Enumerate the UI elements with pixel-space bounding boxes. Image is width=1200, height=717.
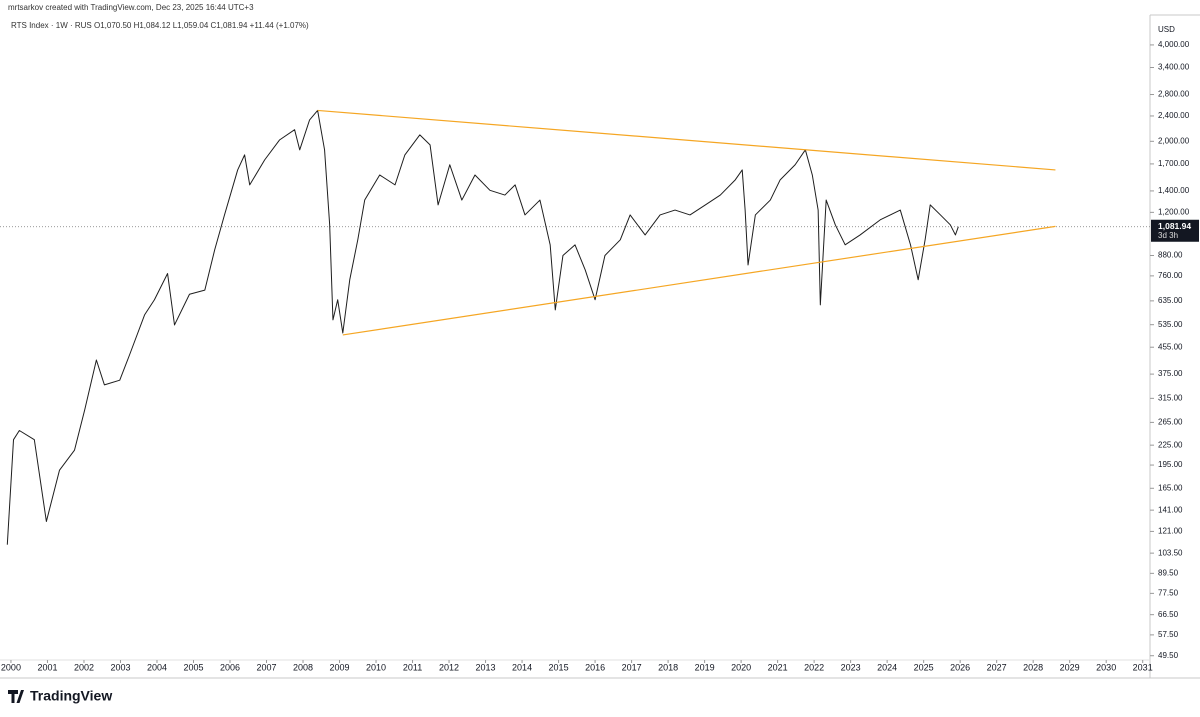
x-tick-label: 2029 [1060, 662, 1080, 672]
x-tick-label: 2018 [658, 662, 678, 672]
bar-countdown: 3d 3h [1158, 231, 1178, 240]
x-tick-label: 2025 [914, 662, 934, 672]
y-tick-label: 141.00 [1158, 505, 1183, 514]
last-price-text: 1,081.94 [1158, 221, 1191, 231]
x-tick-label: 2011 [403, 662, 422, 672]
y-tick-label: 103.50 [1158, 548, 1183, 557]
y-tick-label: 66.50 [1158, 610, 1179, 619]
x-tick-label: 2014 [512, 662, 532, 672]
x-tick-label: 2004 [147, 662, 167, 672]
y-tick-label: 635.00 [1158, 296, 1183, 305]
y-tick-label: 455.00 [1158, 342, 1183, 351]
y-tick-label: 265.00 [1158, 418, 1183, 427]
brand: TradingView [30, 688, 112, 704]
x-tick-label: 2022 [804, 662, 824, 672]
x-tick-label: 2003 [110, 662, 130, 672]
x-tick-label: 2008 [293, 662, 313, 672]
x-tick-label: 2021 [768, 662, 788, 672]
x-tick-label: 2009 [330, 662, 350, 672]
x-tick-label: 2002 [74, 662, 94, 672]
x-tick-label: 2012 [439, 662, 459, 672]
x-tick-label: 2030 [1096, 662, 1116, 672]
y-tick-label: 315.00 [1158, 393, 1183, 402]
y-tick-label: 89.50 [1158, 568, 1179, 577]
attribution: mrtsarkov created with TradingView.com, … [8, 3, 254, 12]
y-tick-label: 2,000.00 [1158, 136, 1190, 145]
y-tick-label: 225.00 [1158, 440, 1183, 449]
y-tick-label: 57.50 [1158, 630, 1179, 639]
trend-line [342, 225, 1056, 336]
y-tick-label: 165.00 [1158, 483, 1183, 492]
x-tick-label: 2020 [731, 662, 751, 672]
last-price-box [1151, 219, 1199, 242]
x-tick-label: 2013 [476, 662, 496, 672]
price-line [6, 109, 959, 545]
y-tick-label: 880.00 [1158, 251, 1183, 260]
brand-logo: TradingView [8, 688, 112, 704]
y-tick-label: 1,400.00 [1158, 186, 1190, 195]
y-tick-label: 1,200.00 [1158, 207, 1190, 216]
x-tick-label: 2023 [841, 662, 861, 672]
x-tick-label: 2026 [950, 662, 970, 672]
y-tick-label: 1,700.00 [1158, 159, 1190, 168]
x-tick-label: 2019 [695, 662, 715, 672]
x-tick-label: 2015 [549, 662, 569, 672]
symbol-legend: RTS Index · 1W · RUS O1,070.50 H1,084.12… [11, 21, 309, 30]
x-tick-label: 2010 [366, 662, 386, 672]
x-tick-label: 2017 [622, 662, 642, 672]
x-tick-label: 2001 [37, 662, 57, 672]
logo-icon [8, 690, 24, 703]
y-tick-label: 195.00 [1158, 460, 1183, 469]
y-tick-label: 375.00 [1158, 369, 1183, 378]
y-tick-label: 2,400.00 [1158, 111, 1190, 120]
y-tick-label: 3,400.00 [1158, 63, 1190, 72]
x-tick-label: 2006 [220, 662, 240, 672]
x-tick-label: 2031 [1133, 662, 1153, 672]
x-tick-label: 2024 [877, 662, 897, 672]
currency: USD [1158, 25, 1175, 34]
y-tick-label: 535.00 [1158, 320, 1183, 329]
y-tick-label: 4,000.00 [1158, 40, 1190, 49]
trend-line [317, 109, 1056, 171]
y-tick-label: 121.00 [1158, 527, 1183, 536]
x-tick-label: 2007 [256, 662, 276, 672]
y-tick-label: 760.00 [1158, 271, 1183, 280]
x-tick-label: 2005 [183, 662, 203, 672]
y-tick-label: 2,800.00 [1158, 90, 1190, 99]
y-tick-label: 49.50 [1158, 651, 1179, 660]
x-tick-label: 2028 [1023, 662, 1043, 672]
x-tick-label: 2016 [585, 662, 605, 672]
y-tick-label: 77.50 [1158, 588, 1179, 597]
x-tick-label: 2000 [1, 662, 21, 672]
plot-area [0, 109, 1150, 545]
x-tick-label: 2027 [987, 662, 1007, 672]
